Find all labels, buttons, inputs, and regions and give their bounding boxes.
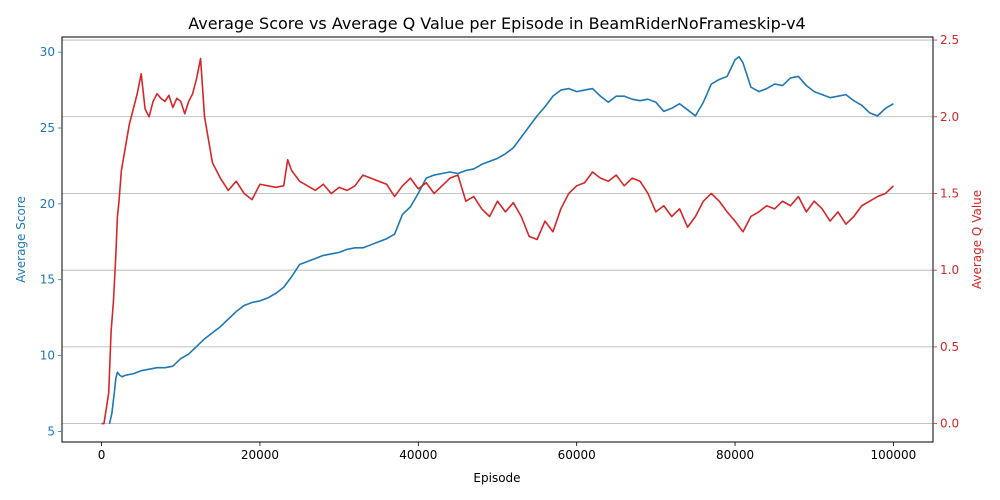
left-y-tick-label: 5 [47, 424, 55, 438]
average-score-line [108, 55, 894, 424]
average-q-value-line [101, 57, 894, 425]
x-tick-label: 100000 [871, 448, 917, 462]
right-y-tick-label: 2.0 [940, 110, 959, 124]
right-y-tick-label: 0.5 [940, 340, 959, 354]
series-layer [101, 55, 894, 425]
x-tick-label: 60000 [558, 448, 596, 462]
left-y-tick-label: 10 [40, 349, 55, 363]
right-y-axis: 0.0 0.5 1.0 1.5 2.0 2.5 [933, 33, 959, 431]
right-y-tick-label: 1.0 [940, 263, 959, 277]
left-y-tick-label: 25 [40, 121, 55, 135]
plot-frame [61, 36, 934, 443]
grid-layer [62, 39, 933, 424]
x-axis: 0 20000 40000 60000 80000 100000 [98, 442, 917, 462]
x-tick-label: 20000 [241, 448, 279, 462]
chart-title: Average Score vs Average Q Value per Epi… [188, 14, 805, 33]
x-tick-label: 80000 [716, 448, 754, 462]
right-y-tick-label: 1.5 [940, 186, 959, 200]
left-y-tick-label: 30 [40, 45, 55, 59]
right-y-axis-label: Average Q Value [970, 190, 984, 289]
left-y-axis-label: Average Score [14, 196, 28, 283]
left-y-tick-label: 20 [40, 197, 55, 211]
x-axis-label: Episode [473, 471, 520, 485]
right-y-tick-label: 0.0 [940, 417, 959, 431]
x-tick-label: 40000 [399, 448, 437, 462]
right-y-tick-label: 2.5 [940, 33, 959, 47]
x-tick-label: 0 [98, 448, 106, 462]
left-y-tick-label: 15 [40, 273, 55, 287]
left-y-axis: 5 10 15 20 25 30 [40, 45, 62, 438]
